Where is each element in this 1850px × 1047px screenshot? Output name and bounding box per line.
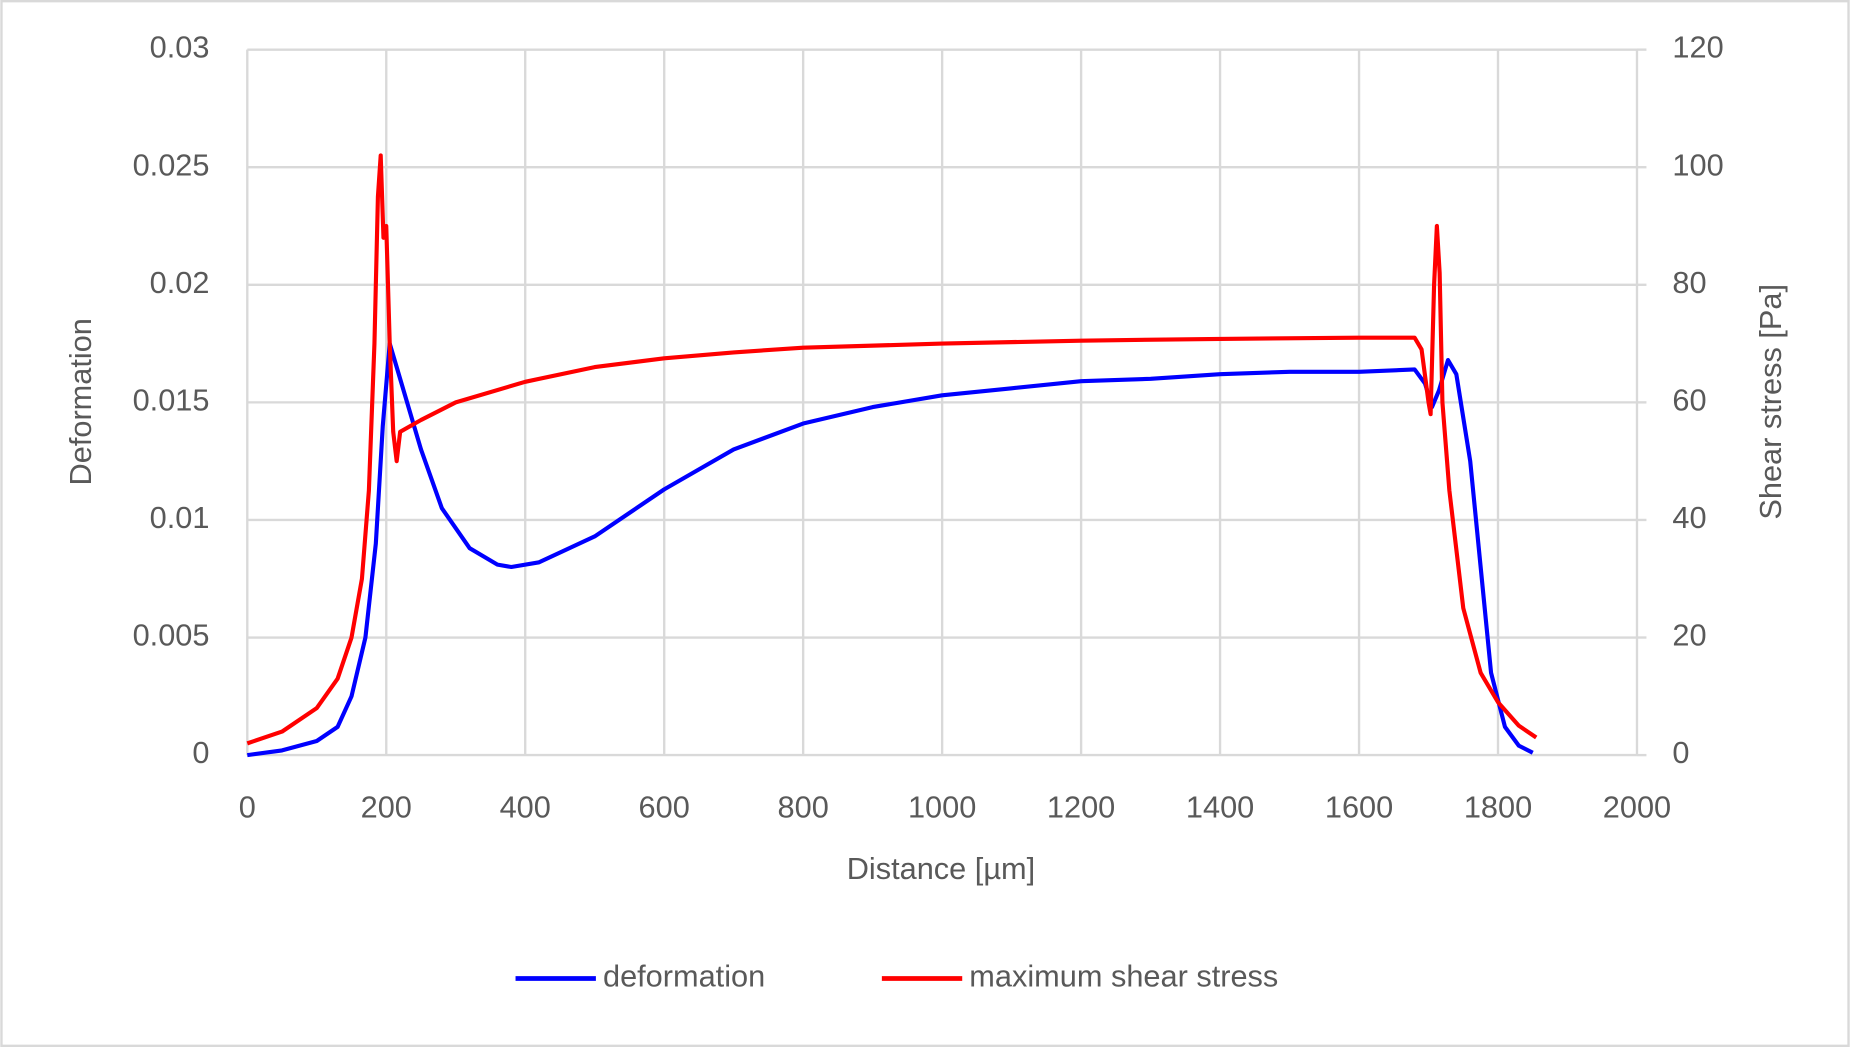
x-tick-label: 1200: [1047, 790, 1115, 825]
x-tick-label: 1600: [1325, 790, 1393, 825]
x-axis-label: Distance [µm]: [847, 851, 1035, 886]
x-tick-label: 200: [361, 790, 412, 825]
y2-tick-label: 60: [1672, 382, 1706, 417]
y2-tick-label: 100: [1672, 147, 1723, 182]
y2-axis-label: Shear stress [Pa]: [1753, 284, 1788, 520]
y2-tick-label: 80: [1672, 265, 1706, 300]
data-line: [246, 153, 1538, 746]
y-tick-label: 0.025: [133, 147, 210, 182]
y2-tick-label: 40: [1672, 500, 1706, 535]
x-tick-label: 1800: [1464, 790, 1532, 825]
x-tick-label: 400: [500, 790, 551, 825]
y-tick-label: 0.03: [150, 30, 210, 65]
y-tick-label: 0.005: [133, 618, 210, 653]
legend-label: maximum shear stress: [969, 959, 1278, 994]
legend-label: deformation: [603, 959, 765, 994]
x-tick-label: 1000: [908, 790, 976, 825]
y-tick-label: 0.01: [150, 500, 210, 535]
x-tick-label: 800: [778, 790, 829, 825]
y-axis-label: Deformation: [63, 318, 98, 485]
y-tick-label: 0.02: [150, 265, 210, 300]
x-tick-label: 1400: [1186, 790, 1254, 825]
y2-tick-label: 20: [1672, 618, 1706, 653]
y2-tick-label: 120: [1672, 30, 1723, 65]
y2-tick-label: 0: [1672, 735, 1689, 770]
x-tick-label: 0: [239, 790, 256, 825]
y-tick-label: 0.015: [133, 382, 210, 417]
x-tick-label: 2000: [1603, 790, 1671, 825]
data-line: [247, 341, 1534, 758]
x-tick-label: 600: [639, 790, 690, 825]
y-tick-label: 0: [192, 735, 209, 770]
